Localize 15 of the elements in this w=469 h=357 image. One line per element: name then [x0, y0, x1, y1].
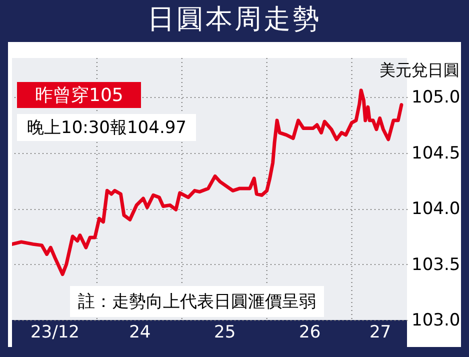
annotation: 註：走勢向上代表日圓滙價呈弱 [70, 286, 324, 317]
x-tick-label: 25 [214, 322, 236, 342]
y-tick-label: 103.5 [412, 254, 460, 275]
x-tick-label: 23/12 [30, 322, 80, 342]
y-tick-label: 105.0 [412, 88, 460, 108]
y-tick-label: 104.5 [412, 143, 460, 164]
x-tick-label: 24 [129, 322, 151, 342]
x-tick-label: 26 [298, 322, 321, 342]
annotation: 昨曾穿105 [17, 82, 142, 108]
y-tick-label: 103.0 [412, 310, 460, 330]
annotation: 晚上10:30報104.97 [17, 114, 196, 141]
y-axis-title: 美元兌日圓 [380, 60, 460, 80]
x-tick-label: 27 [369, 322, 392, 342]
chart-title: 日圓本周走勢 [146, 3, 322, 37]
y-tick-label: 104.0 [412, 199, 460, 220]
